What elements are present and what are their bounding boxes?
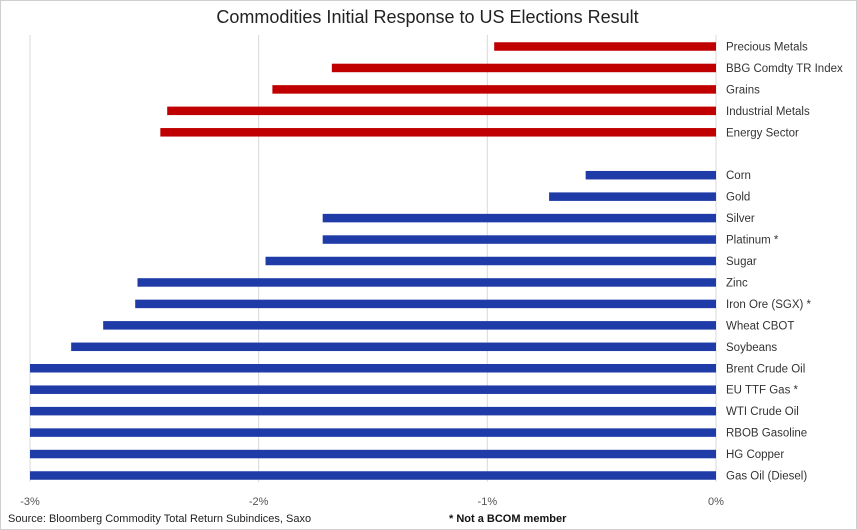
bar-platinum <box>322 235 716 244</box>
category-label: Precious Metals <box>726 42 808 54</box>
category-label: Gas Oil (Diesel) <box>726 471 807 483</box>
category-label: Platinum * <box>726 235 779 247</box>
bar-iron-ore-sgx <box>135 299 717 309</box>
bar-silver <box>322 213 716 223</box>
category-label: HG Copper <box>726 449 784 461</box>
bar-brent-crude-oil <box>30 364 716 373</box>
category-label: Grains <box>726 84 760 96</box>
category-label: Sugar <box>726 256 757 268</box>
category-label: RBOB Gasoline <box>726 428 807 440</box>
bar-eu-ttf-gas <box>30 385 716 394</box>
bar-corn <box>585 170 716 180</box>
category-label: Industrial Metals <box>726 106 810 118</box>
category-label: Silver <box>726 213 755 225</box>
category-label: EU TTF Gas * <box>726 385 799 397</box>
category-label: Brent Crude Oil <box>726 363 805 375</box>
category-label: Soybeans <box>726 342 777 354</box>
bar-gas-oil-diesel <box>30 471 716 480</box>
x-tick-label: 0% <box>708 496 724 508</box>
bar-wheat-cbot <box>103 321 716 330</box>
source-note: Source: Bloomberg Commodity Total Return… <box>8 513 312 525</box>
chart-title: Commodities Initial Response to US Elect… <box>216 7 639 27</box>
x-axis-ticks: -3% -2% -1% 0% <box>20 496 724 508</box>
category-label: Zinc <box>726 277 748 289</box>
x-tick-label: -2% <box>249 496 269 508</box>
bar-bbg-comdty-tr-index <box>331 63 716 73</box>
category-label: Energy Sector <box>726 127 799 139</box>
bar-gold <box>549 192 716 201</box>
bar-grains <box>272 85 716 94</box>
category-label: Iron Ore (SGX) * <box>726 299 812 311</box>
bar-hg-copper <box>30 449 716 459</box>
bar-precious-metals <box>494 42 716 51</box>
bar-rbob-gasoline <box>30 428 716 437</box>
bars <box>30 42 717 480</box>
bar-energy-sector <box>160 128 717 137</box>
category-label: Wheat CBOT <box>726 320 794 332</box>
category-label: Gold <box>726 192 750 204</box>
bar-industrial-metals <box>167 106 716 116</box>
category-labels: Precious Metals BBG Comdty TR Index Grains… <box>726 42 843 483</box>
x-tick-label: -3% <box>20 496 40 508</box>
bar-zinc <box>137 278 716 287</box>
bar-soybeans <box>71 342 716 352</box>
category-label: BBG Comdty TR Index <box>726 63 843 75</box>
bcom-footnote: * Not a BCOM member <box>449 513 567 525</box>
x-tick-label: -1% <box>478 496 498 508</box>
category-label: WTI Crude Oil <box>726 406 799 418</box>
bar-wti-crude-oil <box>30 406 716 416</box>
bar-sugar <box>265 256 716 266</box>
category-label: Corn <box>726 170 751 182</box>
